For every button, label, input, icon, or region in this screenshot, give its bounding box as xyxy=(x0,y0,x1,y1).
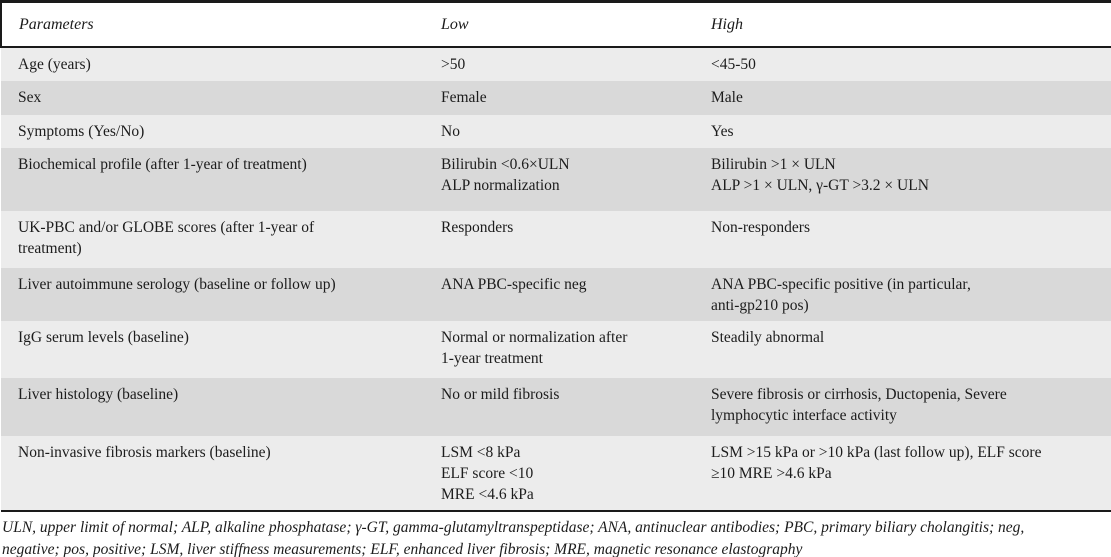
cell-low: >50 xyxy=(441,47,711,81)
header-row: Parameters Low High xyxy=(0,0,1111,48)
column-header-parameters: Parameters xyxy=(0,0,441,48)
cell-low: ANA PBC-specific neg xyxy=(441,268,711,321)
table-row-sex: Sex Female Male xyxy=(1,81,1111,115)
cell-high: ANA PBC-specific positive (in particular… xyxy=(711,268,1111,321)
parameters-table: Parameters Low High Age (years) >50 <45-… xyxy=(0,0,1111,512)
cell-high: Bilirubin >1 × ULN ALP >1 × ULN, γ-GT >3… xyxy=(711,148,1111,211)
cell-parameter: Sex xyxy=(1,81,441,115)
table-row-age: Age (years) >50 <45-50 xyxy=(1,47,1111,81)
cell-high: Yes xyxy=(711,115,1111,148)
cell-low: Female xyxy=(441,81,711,115)
cell-parameter: Biochemical profile (after 1-year of tre… xyxy=(1,148,441,211)
cell-parameter: Non-invasive fibrosis markers (baseline) xyxy=(1,436,441,511)
cell-high: LSM >15 kPa or >10 kPa (last follow up),… xyxy=(711,436,1111,511)
cell-high: Severe fibrosis or cirrhosis, Ductopenia… xyxy=(711,378,1111,436)
table-header: Parameters Low High xyxy=(0,0,1111,48)
cell-high: Male xyxy=(711,81,1111,115)
column-header-high: High xyxy=(711,0,1111,48)
table-row-biochemical-profile: Biochemical profile (after 1-year of tre… xyxy=(1,148,1111,211)
table-row-igg-serum-levels: IgG serum levels (baseline) Normal or no… xyxy=(1,321,1111,378)
cell-low: Bilirubin <0.6×ULN ALP normalization xyxy=(441,148,711,211)
table-row-liver-histology: Liver histology (baseline) No or mild fi… xyxy=(1,378,1111,436)
cell-parameter: Liver histology (baseline) xyxy=(1,378,441,436)
cell-high: <45-50 xyxy=(711,47,1111,81)
cell-parameter: Liver autoimmune serology (baseline or f… xyxy=(1,268,441,321)
cell-parameter: Age (years) xyxy=(1,47,441,81)
cell-low: No xyxy=(441,115,711,148)
column-header-low: Low xyxy=(441,0,711,48)
cell-high: Non-responders xyxy=(711,211,1111,268)
table-row-ukpbc-globe-scores: UK-PBC and/or GLOBE scores (after 1-year… xyxy=(1,211,1111,268)
cell-parameter: IgG serum levels (baseline) xyxy=(1,321,441,378)
table-body: Age (years) >50 <45-50 Sex Female Male S… xyxy=(1,47,1111,511)
cell-low: No or mild fibrosis xyxy=(441,378,711,436)
footnote-line: ULN, upper limit of normal; ALP, alkalin… xyxy=(2,519,1025,536)
cell-high: Steadily abnormal xyxy=(711,321,1111,378)
cell-low: LSM <8 kPa ELF score <10 MRE <4.6 kPa xyxy=(441,436,711,511)
table-row-liver-autoimmune-serology: Liver autoimmune serology (baseline or f… xyxy=(1,268,1111,321)
footnote-line: negative; pos, positive; LSM, liver stif… xyxy=(2,540,803,557)
cell-low: Responders xyxy=(441,211,711,268)
cell-parameter: UK-PBC and/or GLOBE scores (after 1-year… xyxy=(1,211,441,268)
table-footnote: ULN, upper limit of normal; ALP, alkalin… xyxy=(0,512,1111,557)
cell-parameter: Symptoms (Yes/No) xyxy=(1,115,441,148)
table-row-symptoms: Symptoms (Yes/No) No Yes xyxy=(1,115,1111,148)
table-row-noninvasive-fibrosis-markers: Non-invasive fibrosis markers (baseline)… xyxy=(1,436,1111,511)
cell-low: Normal or normalization after 1-year tre… xyxy=(441,321,711,378)
